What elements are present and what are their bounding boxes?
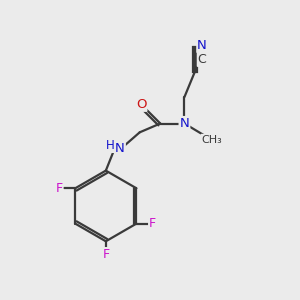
Text: F: F [102,248,110,261]
Text: O: O [136,98,146,111]
Text: F: F [149,217,156,230]
Text: N: N [115,142,125,155]
Text: H: H [106,139,115,152]
Text: N: N [180,117,189,130]
Text: CH₃: CH₃ [202,135,222,145]
Text: N: N [197,39,207,52]
Text: F: F [56,182,63,195]
Text: C: C [198,53,206,66]
